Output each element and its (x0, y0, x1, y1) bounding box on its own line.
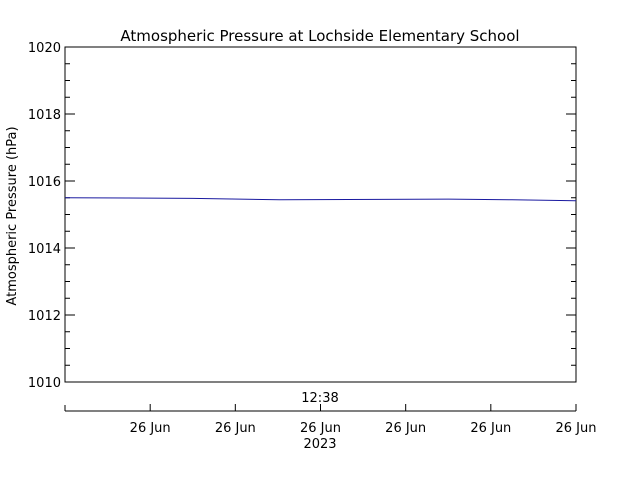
y-axis-label: Atmospheric Pressure (hPa) (5, 126, 20, 305)
y-axis-ticks (65, 46, 576, 383)
x-tick-label: 26 Jun (470, 421, 511, 436)
y-axis-tick-labels: 1010 1012 1014 1016 1018 1020 (28, 41, 61, 391)
chart-title: Atmospheric Pressure at Lochside Element… (120, 27, 519, 45)
y-tick-label: 1010 (28, 376, 61, 391)
x-axis-tick-labels: 26 Jun 26 Jun 26 Jun 26 Jun 26 Jun 26 Jun (130, 421, 597, 436)
y-tick-label: 1020 (28, 41, 61, 56)
y-tick-label: 1016 (28, 175, 61, 190)
x-axis-time-label: 12:38 (301, 391, 338, 406)
y-tick-label: 1018 (28, 108, 61, 123)
x-tick-label: 26 Jun (385, 421, 426, 436)
x-tick-label: 26 Jun (130, 421, 171, 436)
x-axis-ticks (64, 404, 577, 411)
series-group (64, 197, 577, 202)
y-tick-label: 1014 (28, 242, 61, 257)
x-tick-label: 26 Jun (556, 421, 597, 436)
x-tick-label: 26 Jun (215, 421, 256, 436)
y-tick-label: 1012 (28, 309, 61, 324)
x-tick-label: 26 Jun (300, 421, 341, 436)
x-axis-year-label: 2023 (303, 437, 336, 452)
series-line (64, 197, 577, 202)
plot-frame (64, 46, 577, 383)
